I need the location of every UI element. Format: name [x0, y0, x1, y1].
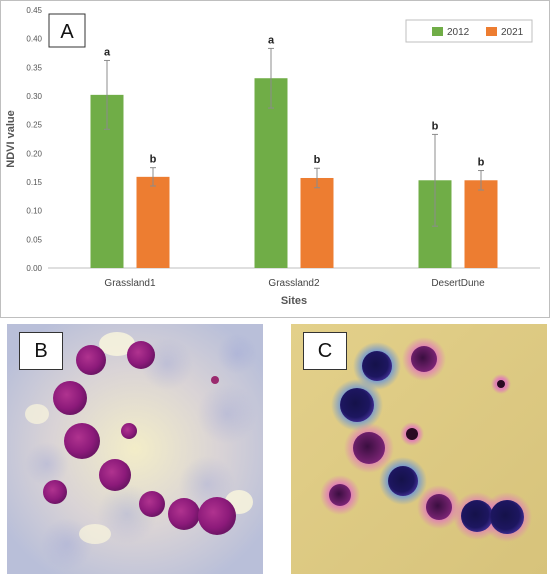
y-axis-title: NDVI value — [5, 110, 17, 167]
significance-letter: b — [150, 154, 157, 166]
y-tick-label: 0.05 — [26, 235, 42, 244]
error-bar — [150, 167, 156, 187]
significance-letter: b — [432, 120, 439, 132]
micrograph-c-image — [291, 324, 547, 574]
x-tick-label: DesertDune — [431, 278, 485, 289]
y-tick-label: 0.15 — [26, 178, 42, 187]
y-tick-label: 0.20 — [26, 149, 42, 158]
panel-c-label: C — [303, 332, 347, 370]
panel-a-label-text: A — [60, 21, 74, 43]
x-axis-title: Sites — [281, 295, 307, 307]
legend-swatch-2021 — [486, 27, 497, 36]
bar-2021-Grassland2 — [300, 177, 334, 268]
panel-a-label: A — [48, 13, 86, 48]
y-tick-label: 0.40 — [26, 35, 42, 44]
y-tick-label: 0.45 — [26, 6, 42, 15]
legend-swatch-2012 — [432, 27, 443, 36]
y-tick-label: 0.25 — [26, 121, 42, 130]
legend-label-2012: 2012 — [447, 27, 470, 38]
error-bar — [478, 170, 484, 191]
significance-letter: b — [314, 154, 321, 166]
y-tick-label: 0.35 — [26, 63, 42, 72]
micrograph-c: C — [291, 324, 547, 574]
bar-2021-DesertDune — [464, 180, 498, 268]
error-bar — [268, 47, 274, 109]
legend: 2012 2021 — [405, 19, 533, 43]
error-bar — [432, 133, 438, 227]
error-bar — [314, 167, 320, 189]
ndvi-bar-chart: 0.00 0.05 0.10 0.15 0.20 0.25 0.30 0.35 0.40 0.45… — [0, 0, 550, 318]
significance-letter: a — [268, 34, 275, 46]
y-tick-label: 0.10 — [26, 207, 42, 216]
significance-letter: b — [478, 157, 485, 169]
bar-2021-Grassland1 — [136, 176, 170, 268]
legend-box — [405, 19, 533, 43]
significance-letter: a — [104, 46, 111, 58]
y-tick-label: 0.00 — [26, 264, 42, 273]
micrograph-b: B — [7, 324, 263, 574]
x-tick-label: Grassland2 — [268, 278, 320, 289]
panel-b-label: B — [19, 332, 63, 370]
legend-label-2021: 2021 — [501, 27, 524, 38]
y-tick-label: 0.30 — [26, 92, 42, 101]
x-tick-label: Grassland1 — [104, 278, 156, 289]
bar-2012-Grassland2 — [254, 78, 288, 268]
error-bar — [104, 59, 110, 130]
